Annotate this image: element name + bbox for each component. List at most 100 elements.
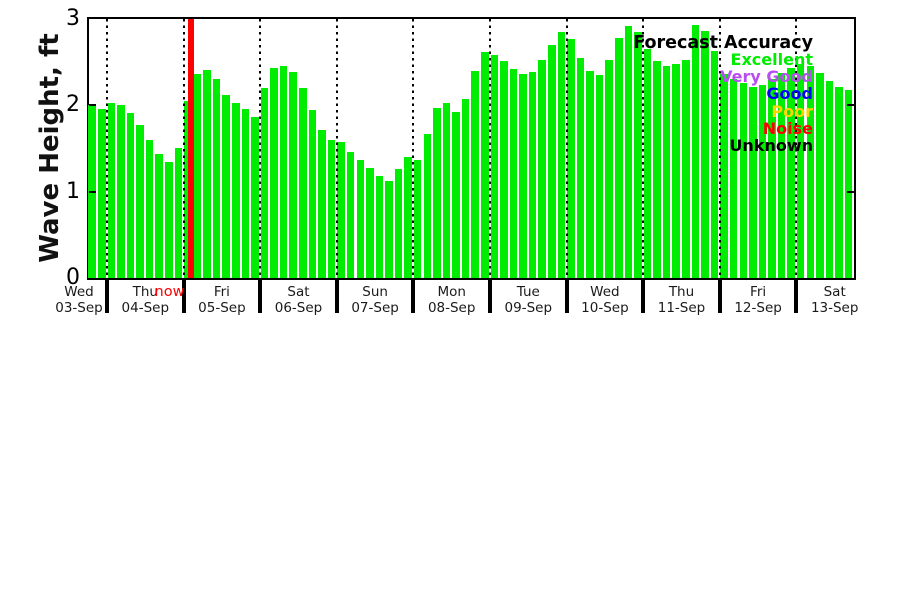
day-boundary-line — [489, 19, 491, 278]
legend-item-unknown: Unknown — [729, 136, 813, 155]
wave-bar — [643, 49, 652, 278]
wave-bar — [509, 69, 518, 278]
wave-bar — [605, 59, 613, 278]
wave-bar — [404, 157, 412, 278]
legend-item-very-good: Very Good — [720, 67, 813, 87]
legend-item-excellent: Excellent — [730, 50, 813, 69]
day-boundary-line — [718, 19, 721, 278]
day-boundary-line — [795, 19, 798, 278]
legend-title: Forecast Accuracy — [633, 33, 813, 53]
y-tick-label: 2 — [66, 92, 80, 118]
day-boundary-tick — [641, 280, 646, 313]
wave-bar — [193, 74, 202, 278]
axis-tick — [89, 104, 96, 107]
day-boundary-line — [565, 19, 568, 278]
y-tick-label: 0 — [66, 265, 80, 290]
day-label: Wed 03-Sep — [55, 283, 103, 316]
axis-tick — [847, 104, 854, 107]
wave-bar — [107, 102, 116, 278]
day-boundary-tick — [564, 280, 569, 313]
day-boundary-line — [182, 19, 185, 278]
y-axis-label: Wave Height, ft — [35, 33, 65, 263]
wave-bar — [835, 87, 843, 278]
wave-bar — [710, 50, 719, 278]
wave-bar — [184, 101, 192, 278]
wave-bar — [356, 159, 365, 278]
wave-bar — [375, 176, 384, 278]
wave-bar — [729, 79, 738, 278]
wave-bar — [452, 112, 460, 278]
day-boundary-tick — [105, 280, 109, 313]
wave-bar — [327, 139, 336, 278]
wave-bar — [701, 31, 709, 278]
wave-bar — [787, 68, 795, 278]
wave-bar — [117, 105, 125, 278]
wave-bar — [97, 108, 106, 278]
wave-bar — [682, 59, 690, 278]
wave-bar — [825, 81, 834, 278]
wave-bar — [442, 102, 451, 278]
wave-bar — [155, 153, 163, 278]
wave-bar — [308, 109, 317, 278]
wave-bar — [490, 55, 499, 278]
wave-bar — [461, 99, 470, 278]
wave-bar — [557, 31, 566, 278]
wave-bar — [318, 129, 326, 278]
wave-bar — [576, 57, 585, 278]
wave-bar — [662, 66, 671, 278]
wave-bar — [528, 71, 537, 278]
wave-bar — [480, 51, 489, 278]
wave-bar — [615, 38, 623, 278]
wave-bar — [749, 87, 757, 278]
wave-bar — [385, 181, 393, 278]
day-label: Tue 09-Sep — [504, 283, 553, 316]
wave-bar — [586, 70, 594, 278]
wave-bar — [174, 147, 183, 278]
legend-item-noise: Noise — [762, 118, 813, 138]
day-boundary-tick — [717, 280, 722, 313]
wave-bar — [212, 79, 221, 278]
wave-bar — [739, 82, 748, 278]
wave-bar — [232, 102, 240, 278]
day-label: Thu 04-Sep — [121, 283, 170, 316]
wave-bar — [145, 139, 154, 278]
day-boundary-tick — [258, 280, 263, 313]
wave-bar — [203, 69, 211, 278]
wave-bar — [567, 38, 575, 278]
wave-bar — [691, 25, 700, 278]
wave-bar — [251, 116, 259, 278]
day-boundary-line — [412, 19, 415, 278]
day-boundary-tick — [411, 280, 416, 313]
day-label: Wed 10-Sep — [581, 283, 629, 316]
wave-bar — [519, 74, 527, 278]
day-label: Thu 11-Sep — [657, 283, 706, 316]
wave-bar — [423, 133, 432, 278]
day-boundary-tick — [181, 280, 186, 313]
wave-bar — [413, 159, 422, 278]
wave-bar — [672, 63, 681, 278]
day-label: Sat 06-Sep — [274, 283, 323, 316]
now-label: now — [154, 283, 185, 300]
wave-bar — [394, 169, 403, 278]
wave-bar — [471, 70, 479, 278]
wave-bar — [595, 75, 604, 278]
wave-bar — [289, 71, 298, 278]
wave-bar — [279, 65, 288, 278]
day-boundary-line — [335, 19, 338, 278]
now-line — [188, 19, 194, 278]
day-label: Sun 07-Sep — [351, 283, 399, 316]
wave-bar — [433, 107, 441, 278]
y-tick-label: 3 — [66, 6, 80, 31]
wave-bar — [624, 25, 633, 278]
wave-bar — [720, 74, 728, 278]
wave-bar — [806, 66, 815, 278]
wave-bar — [816, 72, 824, 278]
day-boundary-tick — [794, 280, 799, 313]
axis-tick — [89, 190, 96, 193]
wave-bar — [126, 113, 135, 278]
wave-bar — [653, 61, 661, 278]
wave-bar — [346, 151, 355, 278]
wave-bar — [500, 61, 508, 278]
wave-bar — [538, 59, 546, 278]
wave-bar — [777, 72, 786, 278]
